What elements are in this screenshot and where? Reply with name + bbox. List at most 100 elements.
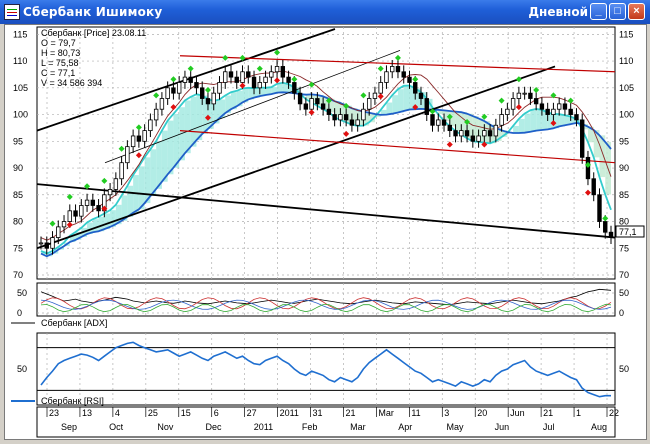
maximize-button[interactable]: □ bbox=[609, 3, 626, 20]
buy-signal-marker bbox=[170, 76, 177, 83]
cloud-segment bbox=[305, 94, 312, 100]
cloud-segment bbox=[576, 119, 583, 123]
price-panel[interactable] bbox=[36, 26, 616, 280]
candle-body bbox=[441, 119, 447, 126]
sell-signal-marker bbox=[274, 77, 281, 84]
senkou-span-b bbox=[40, 91, 612, 258]
buy-signal-marker bbox=[325, 97, 332, 104]
date-tick-label: 25 bbox=[148, 408, 158, 418]
month-label: 2011 bbox=[254, 422, 273, 432]
buy-signal-marker bbox=[274, 49, 281, 56]
candle-body bbox=[562, 103, 568, 110]
price-tick-label-right: 70 bbox=[619, 270, 629, 280]
candle-body bbox=[125, 146, 130, 164]
date-tick-label: 23 bbox=[49, 408, 59, 418]
chart-app-icon[interactable] bbox=[4, 4, 20, 20]
di-minus-line bbox=[40, 297, 612, 310]
candle-body bbox=[130, 135, 136, 148]
rsi-panel[interactable] bbox=[36, 332, 616, 406]
candle-body bbox=[292, 82, 297, 94]
candle-body bbox=[205, 98, 211, 105]
buy-signal-marker bbox=[101, 177, 108, 184]
candle-body bbox=[390, 66, 395, 73]
cloud-segment bbox=[495, 127, 502, 141]
sell-signal-marker bbox=[101, 205, 108, 212]
month-label: May bbox=[446, 422, 464, 432]
price-tick-label-right: 105 bbox=[619, 83, 634, 93]
candle-body bbox=[159, 98, 165, 110]
cloud-segment bbox=[536, 108, 542, 131]
cloud-segment bbox=[467, 113, 473, 139]
window-title: Сбербанк Ишимоку bbox=[23, 5, 163, 19]
date-tick-label: 4 bbox=[115, 408, 120, 418]
last-price-label: 77,1 bbox=[619, 227, 637, 237]
candle-body bbox=[487, 130, 493, 137]
cloud-segment bbox=[144, 157, 151, 204]
candle-body bbox=[96, 205, 101, 212]
cloud-segment bbox=[317, 94, 324, 106]
price-tick-label-left: 80 bbox=[13, 217, 23, 227]
minimize-button[interactable]: _ bbox=[590, 3, 607, 20]
candle-body bbox=[522, 92, 527, 95]
rsi-line bbox=[40, 341, 611, 398]
buy-signal-marker bbox=[291, 76, 298, 83]
cloud-segment bbox=[490, 124, 496, 144]
candle-body bbox=[320, 103, 326, 110]
cloud-segment bbox=[547, 112, 554, 130]
buy-signal-marker bbox=[412, 76, 419, 83]
cloud-segment bbox=[461, 112, 468, 135]
buy-signal-marker bbox=[584, 161, 591, 168]
cloud-segment bbox=[75, 232, 82, 240]
price-tick-label-right: 100 bbox=[619, 110, 634, 120]
cloud-segment bbox=[403, 85, 410, 111]
candle-body bbox=[107, 189, 113, 196]
buy-signal-marker bbox=[429, 108, 436, 115]
price-tick-label-left: 85 bbox=[13, 190, 23, 200]
price-tick-label-right: 90 bbox=[619, 163, 629, 173]
buy-signal-marker bbox=[118, 145, 125, 152]
sell-signal-marker bbox=[446, 141, 453, 148]
cloud-segment bbox=[587, 126, 594, 143]
adx-panel[interactable] bbox=[36, 282, 616, 317]
candle-body bbox=[303, 103, 309, 110]
cloud-segment bbox=[173, 113, 180, 168]
cloud-segment bbox=[421, 92, 427, 109]
candle-body bbox=[545, 108, 550, 115]
cloud-segment bbox=[444, 110, 450, 121]
cloud-segment bbox=[513, 125, 519, 133]
buy-signal-marker bbox=[49, 220, 56, 227]
date-tick-label: 31 bbox=[313, 408, 323, 418]
date-tick-label: 21 bbox=[345, 408, 355, 418]
price-tick-label-right: 110 bbox=[619, 56, 633, 66]
candle-body bbox=[56, 226, 61, 238]
month-label: Jul bbox=[543, 422, 555, 432]
cloud-segment bbox=[288, 84, 295, 93]
cloud-segment bbox=[564, 115, 571, 126]
trendline-thin bbox=[104, 50, 401, 164]
candle-body bbox=[257, 82, 262, 89]
cloud-segment bbox=[570, 116, 577, 125]
cloud-segment bbox=[346, 105, 352, 123]
candle-body bbox=[453, 130, 458, 137]
candle-body bbox=[165, 87, 170, 99]
candle-body bbox=[551, 108, 556, 115]
buy-signal-marker bbox=[204, 86, 211, 93]
close-button[interactable]: × bbox=[628, 3, 645, 20]
cloud-segment bbox=[438, 109, 445, 115]
candle-body bbox=[418, 92, 424, 99]
cloud-segment bbox=[202, 95, 208, 134]
candle-body bbox=[413, 82, 418, 94]
price-tick-label-left: 95 bbox=[13, 136, 23, 146]
candle-body bbox=[349, 119, 355, 126]
date-tick-label: 2011 bbox=[280, 408, 299, 418]
candle-body bbox=[61, 221, 67, 228]
date-tick-label: 1 bbox=[576, 408, 581, 418]
candle-body bbox=[533, 98, 539, 105]
chart-period[interactable]: Дневной bbox=[528, 5, 588, 19]
month-label: Feb bbox=[302, 422, 318, 432]
price-tick-label-left: 100 bbox=[13, 110, 28, 120]
candle-body bbox=[194, 82, 199, 89]
legend-open: O = 79,7 bbox=[41, 38, 76, 48]
month-label: Jun bbox=[495, 422, 510, 432]
